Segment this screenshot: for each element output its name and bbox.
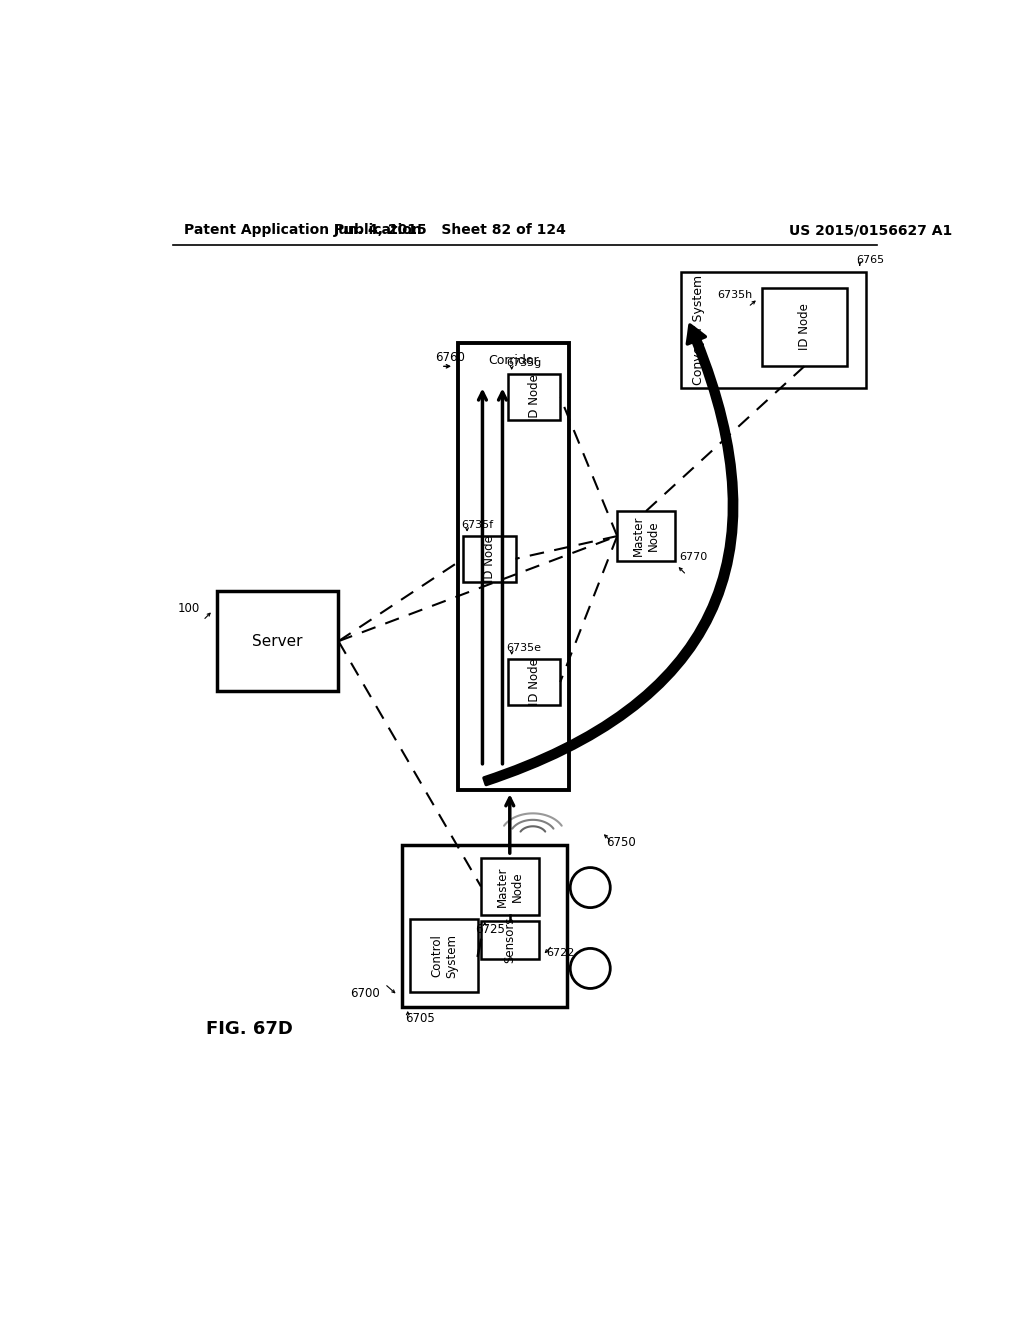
Text: Conveyor System: Conveyor System xyxy=(691,275,705,385)
Text: ID Node: ID Node xyxy=(483,536,496,582)
Text: Corridor: Corridor xyxy=(488,354,539,367)
Text: Sensors: Sensors xyxy=(503,916,516,964)
Text: ID Node: ID Node xyxy=(527,374,541,421)
Bar xyxy=(681,272,866,388)
Text: 6700: 6700 xyxy=(350,986,380,999)
Text: 100: 100 xyxy=(177,602,200,615)
Bar xyxy=(481,858,539,915)
Text: 6735g: 6735g xyxy=(506,358,542,368)
Text: 6760: 6760 xyxy=(435,351,465,363)
Text: 6722: 6722 xyxy=(547,948,574,958)
Text: US 2015/0156627 A1: US 2015/0156627 A1 xyxy=(788,223,952,238)
Text: 6735h: 6735h xyxy=(718,290,753,301)
Bar xyxy=(508,659,560,705)
Text: 6705: 6705 xyxy=(406,1012,435,1026)
Text: 6725: 6725 xyxy=(475,923,505,936)
Bar xyxy=(463,536,515,582)
Bar xyxy=(617,511,675,561)
Bar xyxy=(401,845,567,1007)
Bar xyxy=(217,591,339,692)
Bar xyxy=(762,288,847,367)
Text: Patent Application Publication: Patent Application Publication xyxy=(184,223,422,238)
Text: Server: Server xyxy=(252,634,303,648)
Text: 6750: 6750 xyxy=(606,836,636,849)
Bar xyxy=(410,919,478,993)
Text: 6765: 6765 xyxy=(857,255,885,265)
Bar xyxy=(508,374,560,420)
Text: FIG. 67D: FIG. 67D xyxy=(207,1019,293,1038)
Text: 6735e: 6735e xyxy=(506,643,542,653)
Bar xyxy=(481,921,539,960)
Text: ID Node: ID Node xyxy=(798,304,811,351)
Bar xyxy=(458,343,569,789)
Text: 6770: 6770 xyxy=(679,552,707,562)
Text: 6735f: 6735f xyxy=(462,520,494,529)
Text: ID Node: ID Node xyxy=(527,659,541,705)
FancyArrowPatch shape xyxy=(484,325,736,784)
Text: Control
System: Control System xyxy=(430,933,458,978)
Text: Master
Node: Master Node xyxy=(632,516,660,556)
Text: Master
Node: Master Node xyxy=(496,866,524,907)
Text: Jun. 4, 2015   Sheet 82 of 124: Jun. 4, 2015 Sheet 82 of 124 xyxy=(334,223,566,238)
